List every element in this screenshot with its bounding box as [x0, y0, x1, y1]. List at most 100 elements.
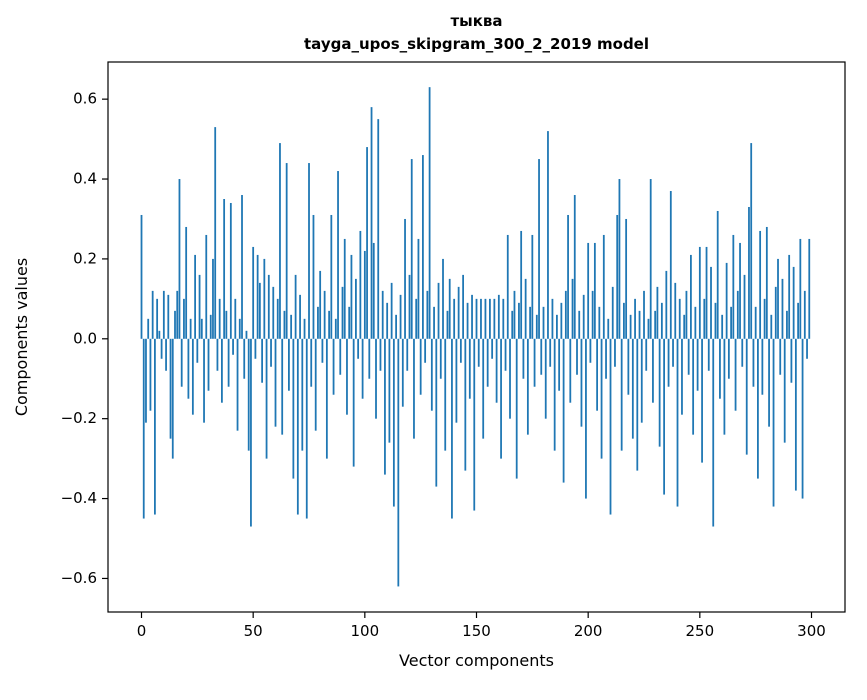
bar — [605, 338, 607, 379]
bar — [526, 338, 529, 435]
bar — [520, 230, 523, 339]
bar — [509, 338, 511, 419]
bar — [261, 338, 263, 383]
bar — [357, 338, 360, 359]
x-tick-label: 50 — [244, 622, 263, 640]
bar — [437, 282, 440, 339]
bar — [408, 274, 411, 339]
bar — [551, 298, 554, 339]
bar — [308, 163, 310, 339]
bar — [676, 338, 679, 507]
bar — [363, 250, 366, 339]
bar — [176, 290, 179, 339]
bar — [395, 314, 397, 339]
bar — [598, 306, 601, 339]
bar — [491, 338, 494, 359]
bar — [462, 274, 464, 339]
bar — [794, 338, 797, 491]
bar — [489, 298, 491, 339]
bar — [757, 338, 759, 479]
bar — [580, 338, 583, 427]
bar — [350, 254, 353, 339]
bar — [799, 238, 802, 339]
bar — [332, 338, 335, 395]
bar — [576, 338, 578, 375]
bar — [187, 338, 190, 399]
bar — [627, 338, 630, 395]
bar — [779, 338, 782, 375]
x-tick-label: 300 — [797, 622, 826, 640]
bar — [573, 195, 576, 339]
bar — [763, 298, 766, 339]
bar — [160, 338, 163, 359]
bar — [417, 238, 420, 339]
bar — [611, 286, 614, 339]
bar — [649, 179, 652, 339]
bar — [596, 338, 598, 411]
bar — [591, 290, 594, 339]
bar — [788, 254, 791, 339]
bar — [359, 230, 362, 339]
bar — [629, 314, 632, 339]
bar — [634, 298, 636, 339]
bar — [806, 338, 808, 359]
bar — [607, 318, 610, 339]
bar — [567, 214, 569, 339]
bar — [480, 298, 482, 339]
bar — [422, 155, 424, 339]
bar — [803, 290, 806, 339]
bar — [267, 274, 270, 339]
bar — [736, 290, 739, 339]
bar — [209, 314, 212, 339]
bar — [301, 338, 304, 451]
bar — [667, 338, 670, 387]
bar — [721, 314, 724, 339]
bar — [600, 338, 603, 459]
bar — [419, 338, 422, 395]
bar — [739, 242, 741, 339]
bar — [477, 338, 480, 367]
bar — [218, 298, 221, 339]
bar — [200, 318, 203, 339]
bar — [692, 338, 695, 435]
bar — [158, 330, 161, 339]
bar — [727, 338, 730, 379]
bar — [207, 338, 210, 391]
bar — [430, 338, 433, 411]
bar — [716, 210, 719, 339]
bar — [256, 254, 259, 339]
bar — [225, 310, 228, 339]
bar — [392, 338, 395, 507]
bar — [533, 338, 536, 387]
bar — [522, 338, 525, 379]
y-tick-label: −0.2 — [61, 409, 97, 427]
bar — [401, 338, 404, 407]
bar — [428, 87, 431, 339]
bar — [149, 338, 152, 411]
bar — [151, 290, 154, 339]
bar — [386, 302, 389, 339]
bar — [232, 338, 234, 355]
bar — [790, 338, 793, 383]
bar — [167, 294, 170, 339]
bar — [620, 338, 623, 451]
bar — [185, 226, 188, 339]
bar — [500, 338, 502, 459]
bar — [236, 338, 239, 431]
bar — [276, 298, 279, 339]
bar — [381, 290, 384, 339]
bar — [770, 314, 773, 339]
bar — [658, 338, 661, 447]
bar — [712, 338, 715, 527]
bar — [372, 242, 375, 339]
y-tick-label: −0.6 — [61, 569, 97, 587]
bar — [777, 258, 779, 339]
bar — [542, 306, 545, 339]
bar — [299, 294, 301, 339]
bar — [741, 338, 744, 367]
bar — [415, 298, 418, 339]
bar — [562, 338, 565, 483]
bar — [227, 338, 230, 387]
bar — [165, 338, 167, 371]
bar — [212, 258, 214, 339]
